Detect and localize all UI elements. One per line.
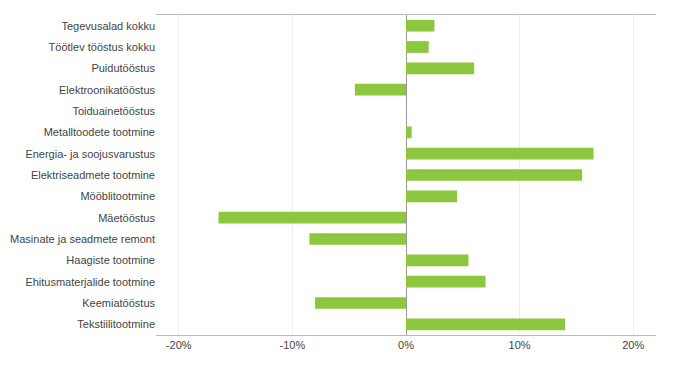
svg-text:Tekstiilitootmine: Tekstiilitootmine bbox=[77, 318, 155, 330]
svg-text:Elektroonikatööstus: Elektroonikatööstus bbox=[59, 84, 155, 96]
svg-text:Puidutööstus: Puidutööstus bbox=[91, 62, 155, 74]
svg-text:Elektriseadmete tootmine: Elektriseadmete tootmine bbox=[31, 169, 155, 181]
svg-text:Mäetööstus: Mäetööstus bbox=[98, 212, 155, 224]
svg-text:Energia- ja soojusvarustus: Energia- ja soojusvarustus bbox=[25, 148, 155, 160]
svg-text:Ehitusmaterjalide tootmine: Ehitusmaterjalide tootmine bbox=[25, 276, 155, 288]
svg-text:-10%: -10% bbox=[280, 339, 306, 351]
svg-text:Töötlev tööstus kokku: Töötlev tööstus kokku bbox=[49, 41, 155, 53]
svg-text:0%: 0% bbox=[398, 339, 414, 351]
svg-text:Mööblitootmine: Mööblitootmine bbox=[80, 190, 155, 202]
svg-text:Masinate ja seadmete remont: Masinate ja seadmete remont bbox=[10, 233, 155, 245]
svg-text:Toiduainetööstus: Toiduainetööstus bbox=[72, 105, 155, 117]
svg-text:10%: 10% bbox=[509, 339, 531, 351]
svg-text:Metalltoodete tootmine: Metalltoodete tootmine bbox=[44, 126, 155, 138]
svg-text:Haagiste tootmine: Haagiste tootmine bbox=[66, 254, 155, 266]
svg-text:20%: 20% bbox=[622, 339, 644, 351]
svg-text:-20%: -20% bbox=[166, 339, 192, 351]
svg-text:Keemiatööstus: Keemiatööstus bbox=[82, 297, 155, 309]
svg-text:Tegevusalad kokku: Tegevusalad kokku bbox=[61, 20, 155, 32]
